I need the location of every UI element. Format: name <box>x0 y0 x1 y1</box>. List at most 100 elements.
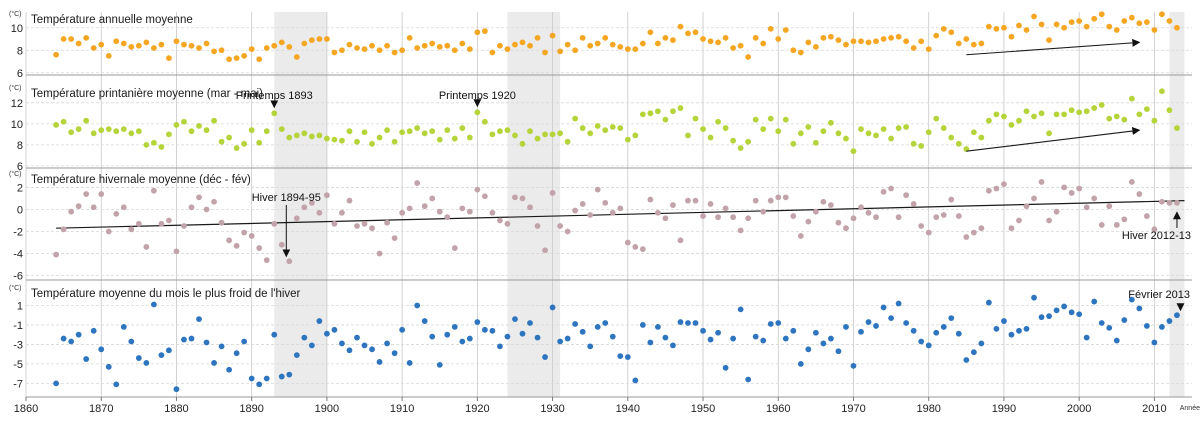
data-point <box>790 327 797 334</box>
data-point <box>391 235 398 242</box>
data-point <box>1174 312 1180 319</box>
data-point <box>301 334 308 341</box>
data-point <box>948 134 955 141</box>
data-point <box>1166 318 1173 324</box>
data-point <box>1121 216 1128 223</box>
data-point <box>903 320 910 326</box>
data-point <box>670 108 676 115</box>
data-point <box>150 301 157 308</box>
data-point <box>1143 106 1150 113</box>
data-point <box>963 357 970 363</box>
data-point <box>985 23 992 30</box>
data-point <box>512 41 518 48</box>
data-point <box>429 128 436 135</box>
data-point <box>1061 184 1068 191</box>
data-point <box>752 116 759 123</box>
data-point <box>90 204 97 211</box>
data-point <box>654 40 661 47</box>
data-point <box>1113 221 1120 228</box>
data-point <box>98 191 105 197</box>
data-point <box>843 41 849 48</box>
data-point <box>293 132 300 139</box>
data-point <box>181 336 187 343</box>
data-point <box>399 129 406 136</box>
data-point <box>120 323 127 330</box>
data-point <box>722 34 729 41</box>
data-point <box>1143 19 1150 26</box>
data-point <box>835 130 842 137</box>
data-point <box>1068 19 1075 26</box>
data-point <box>444 127 451 134</box>
data-point <box>1023 27 1030 33</box>
data-point <box>970 41 977 48</box>
data-point <box>1136 111 1143 118</box>
data-point <box>1038 110 1045 117</box>
data-point <box>715 214 721 221</box>
data-point <box>662 334 669 341</box>
trend-line <box>56 200 1185 229</box>
x-tick-label: 1870 <box>89 403 113 415</box>
data-point <box>1151 226 1158 233</box>
data-point <box>474 29 481 36</box>
data-point <box>880 188 887 195</box>
data-point <box>609 41 616 48</box>
data-point <box>737 42 744 49</box>
data-point <box>316 209 323 216</box>
x-axis: 1860 1870 1880 1890 1900 1910 1920 1930 1940 1950… <box>14 397 1200 415</box>
data-point <box>1053 208 1060 215</box>
data-point <box>68 36 75 42</box>
data-point <box>1076 109 1083 116</box>
panel-2: -6 -4 -2 0 2 (°C) Température hivernale moyenn… <box>9 170 1192 283</box>
data-point <box>858 38 864 45</box>
data-point <box>812 139 819 146</box>
data-point <box>707 134 714 141</box>
x-axis-label: Année <box>1180 405 1200 412</box>
x-tick-label: 1970 <box>841 403 865 415</box>
data-point <box>263 375 270 382</box>
data-point <box>1121 116 1128 123</box>
data-point <box>83 191 90 197</box>
data-point <box>474 186 481 193</box>
data-point <box>286 43 293 50</box>
data-point <box>376 250 383 257</box>
data-point <box>985 187 992 194</box>
data-point <box>557 130 564 137</box>
data-point <box>602 320 609 326</box>
annotation-label: Printemps 1920 <box>439 90 516 102</box>
data-point <box>203 206 210 213</box>
data-point <box>489 49 496 56</box>
data-point <box>181 41 187 48</box>
data-point <box>53 121 59 128</box>
data-point <box>1061 111 1068 118</box>
data-point <box>993 185 1000 192</box>
data-point <box>512 132 518 139</box>
data-point <box>150 139 157 146</box>
data-point <box>519 39 526 46</box>
data-point <box>745 54 752 60</box>
data-point <box>384 42 390 49</box>
data-point <box>745 138 752 145</box>
data-point <box>481 118 488 125</box>
data-point <box>557 223 564 229</box>
data-point <box>767 115 774 122</box>
data-point <box>497 128 503 135</box>
data-point <box>346 347 353 354</box>
y-tick-label: 8 <box>17 45 23 57</box>
annotation-label: Février 2013 <box>1128 289 1190 301</box>
data-point <box>1076 18 1083 24</box>
x-tick-label: 1900 <box>315 403 339 415</box>
data-point <box>624 354 631 360</box>
data-point <box>1068 190 1075 196</box>
data-point <box>617 125 624 131</box>
data-point <box>361 342 368 349</box>
data-point <box>542 131 548 138</box>
data-point <box>587 130 594 137</box>
data-point <box>1091 105 1098 111</box>
data-point <box>1128 296 1135 303</box>
data-point <box>436 208 443 215</box>
data-point <box>707 201 714 207</box>
data-point <box>451 135 458 142</box>
data-point <box>1106 324 1113 331</box>
data-point <box>828 335 834 342</box>
data-point <box>113 381 120 388</box>
